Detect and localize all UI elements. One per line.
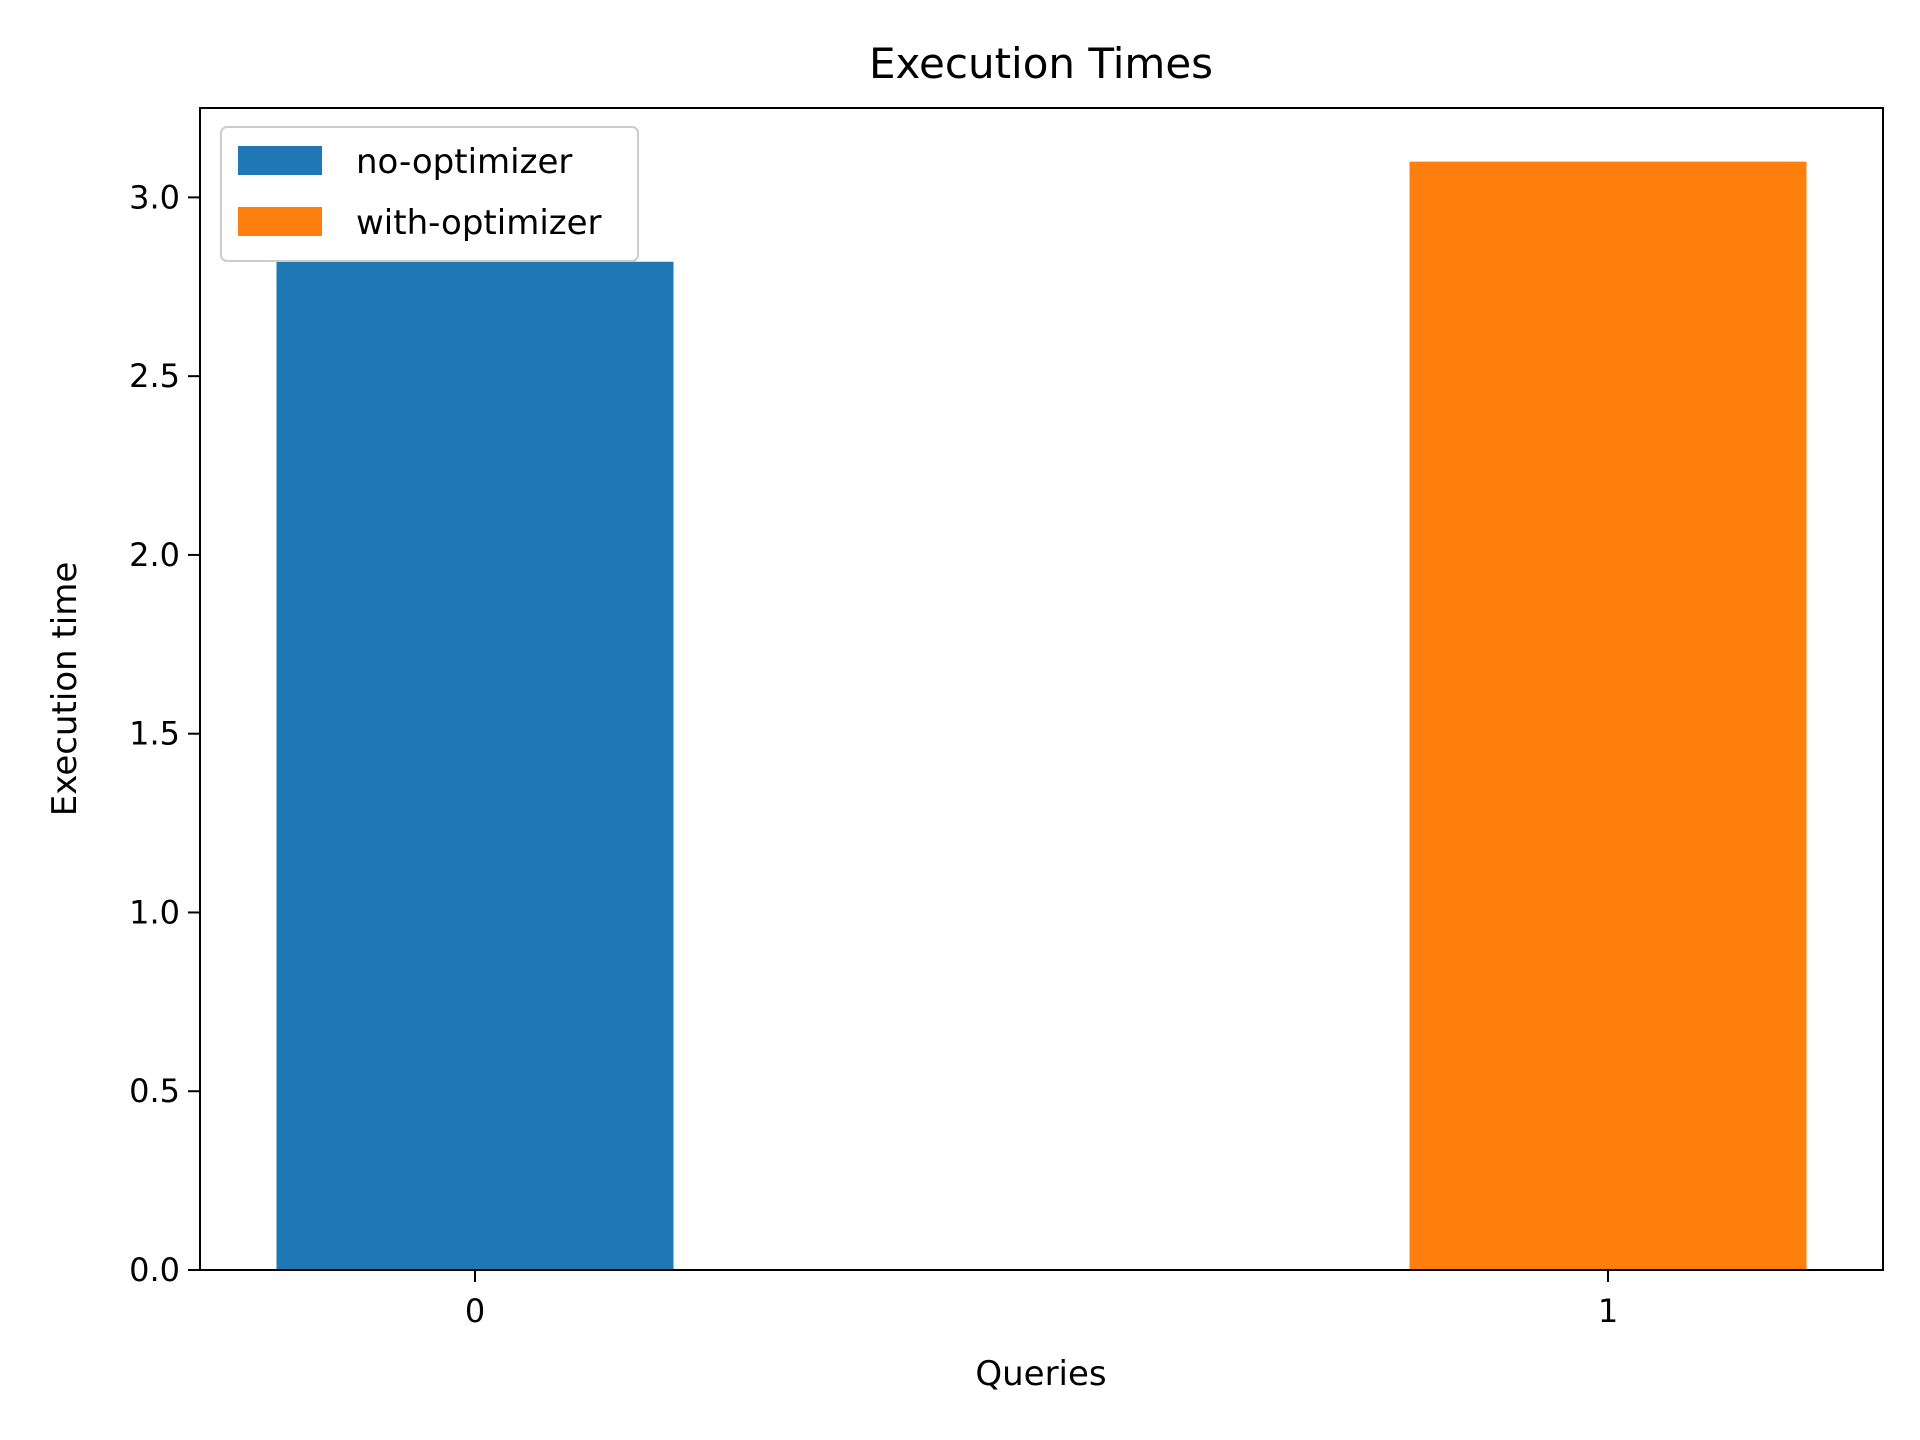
plot-frame — [199, 107, 1884, 1271]
y-tick-label: 1.5 — [129, 715, 180, 753]
legend-label-no-optimizer: no-optimizer — [356, 142, 572, 182]
y-tick-label: 0.0 — [129, 1251, 180, 1289]
x-tick-label: 0 — [465, 1292, 485, 1330]
y-axis: 0.0 0.5 1.0 1.5 2.0 2.5 3.0 — [129, 178, 200, 1289]
legend: no-optimizer with-optimizer — [220, 126, 639, 262]
legend-swatch-no-optimizer — [238, 146, 322, 175]
y-tick-label: 2.0 — [129, 536, 180, 574]
x-axis-label: Queries — [975, 1354, 1106, 1394]
y-tick-label: 2.5 — [129, 357, 180, 395]
y-tick-label: 0.5 — [129, 1072, 180, 1110]
y-tick-label: 3.0 — [129, 178, 180, 216]
y-tick-label: 1.0 — [129, 893, 180, 931]
bar-with-optimizer — [1409, 161, 1807, 1271]
chart-title: Execution Times — [869, 39, 1213, 88]
y-axis-label: Execution time — [45, 562, 85, 816]
legend-swatch-with-optimizer — [238, 207, 322, 236]
legend-label-with-optimizer: with-optimizer — [356, 203, 602, 243]
x-tick-label: 1 — [1598, 1292, 1618, 1330]
bar-no-optimizer — [276, 261, 674, 1270]
bars-group — [276, 161, 1807, 1271]
legend-box — [220, 126, 639, 262]
